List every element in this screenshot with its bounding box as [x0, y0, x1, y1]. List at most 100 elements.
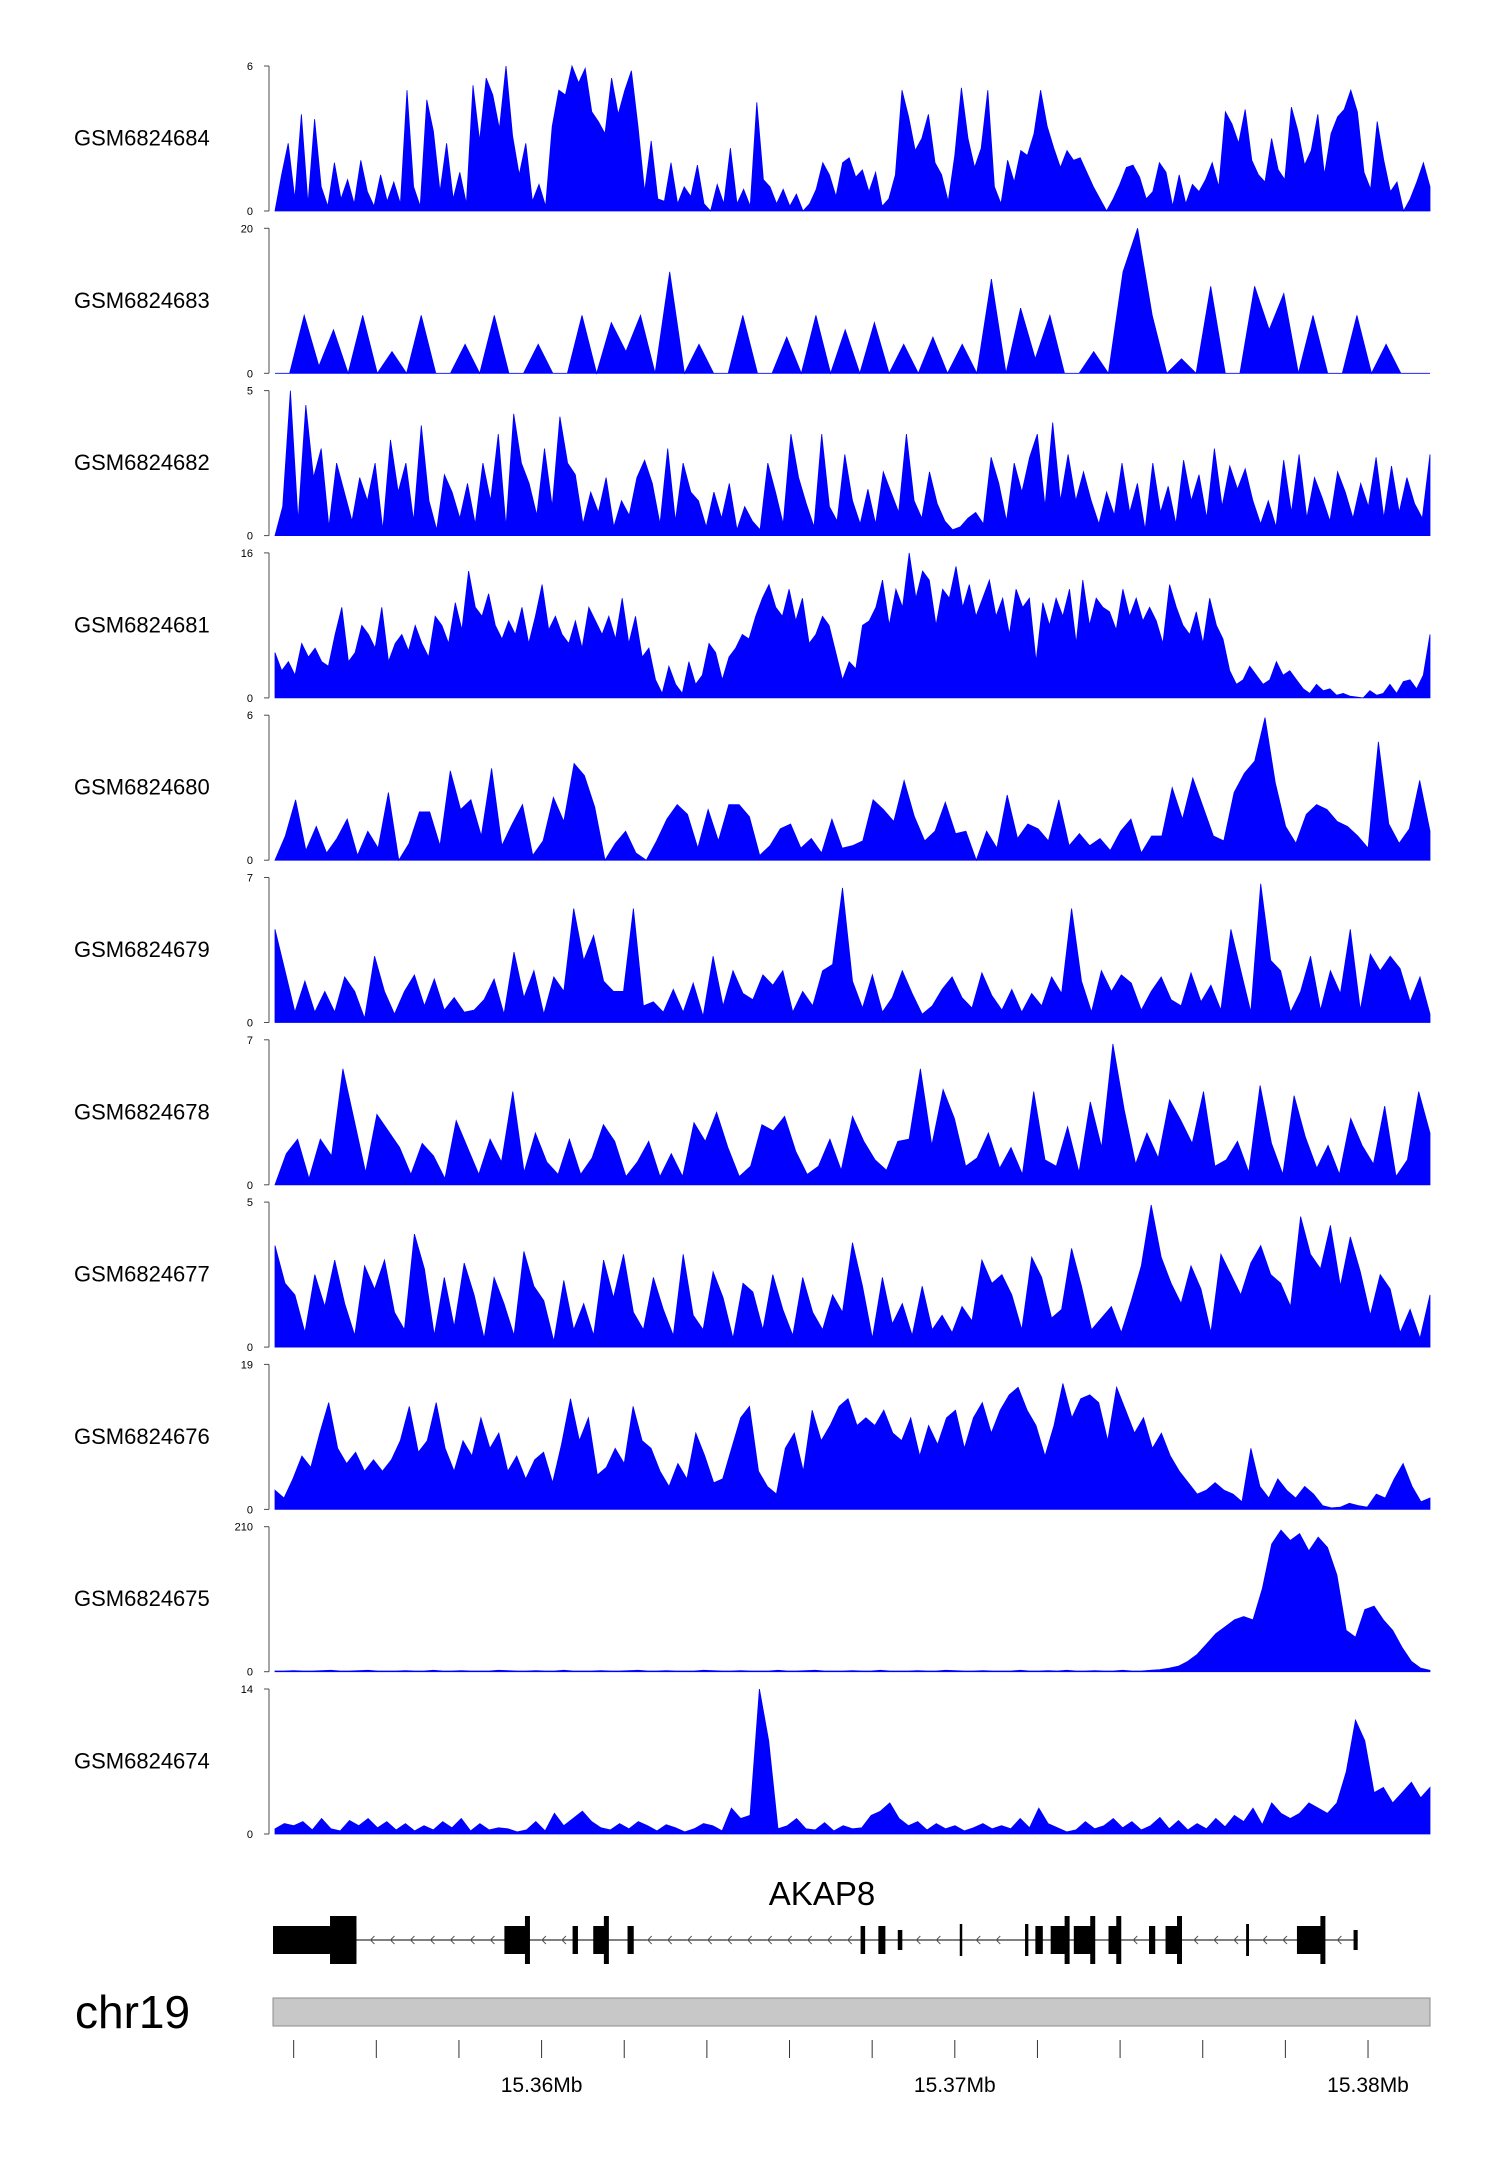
chromosome-label: chr19 [75, 1986, 190, 2038]
strand-arrow [707, 1935, 713, 1945]
track-GSM6824684: GSM6824684 6 0 [74, 61, 1431, 218]
y-max-label: 7 [247, 873, 253, 885]
signal-tracks: GSM682468460GSM6824683200GSM682468250GSM… [74, 61, 1431, 1841]
exon [1073, 1926, 1094, 1954]
y-min-label: 0 [247, 1180, 253, 1192]
strand-arrow [1193, 1935, 1199, 1945]
track-label: GSM6824683 [74, 288, 210, 313]
track-GSM6824679: GSM6824679 7 0 [74, 873, 1431, 1030]
strand-arrow [747, 1935, 753, 1945]
strand-arrow [429, 1935, 435, 1945]
strand-arrow [1262, 1935, 1268, 1945]
track-label: GSM6824681 [74, 612, 210, 637]
exon [1025, 1924, 1029, 1956]
exon [504, 1926, 528, 1954]
track-label: GSM6824680 [74, 775, 210, 800]
y-min-label: 0 [247, 206, 253, 218]
y-min-label: 0 [247, 1342, 253, 1354]
signal-area [274, 1204, 1431, 1348]
strand-arrow [667, 1935, 673, 1945]
exon [860, 1926, 866, 1954]
gene-model [273, 1916, 1358, 1964]
strand-arrow [489, 1935, 495, 1945]
exon [1050, 1926, 1068, 1954]
strand-arrow [935, 1935, 941, 1945]
track-GSM6824676: GSM6824676 19 0 [74, 1359, 1431, 1516]
exon-edge [603, 1916, 609, 1964]
y-max-label: 210 [235, 1522, 253, 1534]
y-max-label: 20 [241, 223, 253, 235]
strand-arrow [1336, 1935, 1342, 1945]
exon [330, 1916, 357, 1964]
strand-arrow [827, 1935, 833, 1945]
y-min-label: 0 [247, 1018, 253, 1030]
exon [1165, 1926, 1181, 1954]
exon-edge [524, 1916, 530, 1964]
strand-arrow [807, 1935, 813, 1945]
strand-arrow [647, 1935, 653, 1945]
strand-arrow [389, 1935, 395, 1945]
track-label: GSM6824678 [74, 1099, 210, 1124]
y-max-label: 6 [247, 61, 253, 73]
track-label: GSM6824677 [74, 1262, 210, 1287]
strand-arrow [787, 1935, 793, 1945]
exon [897, 1930, 903, 1950]
signal-area [275, 228, 1430, 375]
exon [878, 1926, 886, 1954]
exon-edge [1320, 1916, 1326, 1964]
y-min-label: 0 [247, 1504, 253, 1516]
track-GSM6824674: GSM6824674 14 0 [74, 1684, 1431, 1841]
y-max-label: 7 [247, 1035, 253, 1047]
y-min-label: 0 [247, 368, 253, 380]
strand-arrow [995, 1935, 1001, 1945]
signal-area [274, 717, 1431, 862]
exon [1353, 1930, 1358, 1950]
track-GSM6824682: GSM6824682 5 0 [74, 386, 1431, 543]
signal-area [274, 1043, 1431, 1186]
gene-track: AKAP8 [273, 1875, 1358, 1964]
track-GSM6824677: GSM6824677 5 0 [74, 1197, 1431, 1354]
ideogram-track: chr19 [75, 1986, 1431, 2038]
strand-arrow [975, 1935, 981, 1945]
exon [627, 1926, 634, 1954]
y-max-label: 6 [247, 710, 253, 722]
y-max-label: 5 [247, 1197, 253, 1209]
track-label: GSM6824675 [74, 1586, 210, 1611]
strand-arrow [767, 1935, 773, 1945]
strand-arrow [561, 1935, 567, 1945]
y-max-label: 5 [247, 386, 253, 398]
y-max-label: 14 [241, 1684, 253, 1696]
exon [1149, 1926, 1156, 1954]
strand-arrow [449, 1935, 455, 1945]
exon-edge [1064, 1916, 1070, 1964]
y-min-label: 0 [247, 531, 253, 543]
exon-edge [1177, 1916, 1183, 1964]
x-tick-label: 15.37Mb [914, 2074, 996, 2097]
strand-arrow [541, 1935, 547, 1945]
track-GSM6824683: GSM6824683 20 0 [74, 223, 1430, 380]
strand-arrow [727, 1935, 733, 1945]
exon [1296, 1926, 1324, 1954]
signal-area [274, 883, 1431, 1023]
strand-arrow [1282, 1935, 1288, 1945]
y-min-label: 0 [247, 1667, 253, 1679]
y-min-label: 0 [247, 1829, 253, 1841]
exon [593, 1926, 607, 1954]
strand-arrow [847, 1935, 853, 1945]
y-max-label: 16 [241, 548, 253, 560]
signal-area [274, 552, 1431, 699]
strand-arrow [409, 1935, 415, 1945]
exon-edge [1116, 1916, 1122, 1964]
exon [572, 1926, 578, 1954]
track-GSM6824680: GSM6824680 6 0 [74, 710, 1431, 867]
strand-arrow [369, 1935, 375, 1945]
signal-area [274, 1383, 1431, 1510]
chromosome-ideogram [272, 1997, 1431, 2027]
x-tick-label: 15.36Mb [501, 2074, 583, 2097]
track-label: GSM6824682 [74, 450, 210, 475]
genome-axis: 15.36Mb 15.37Mb 15.38Mb [293, 2040, 1409, 2097]
y-min-label: 0 [247, 693, 253, 705]
x-tick-label: 15.38Mb [1327, 2074, 1409, 2097]
signal-area [274, 390, 1431, 536]
track-label: GSM6824676 [74, 1424, 210, 1449]
